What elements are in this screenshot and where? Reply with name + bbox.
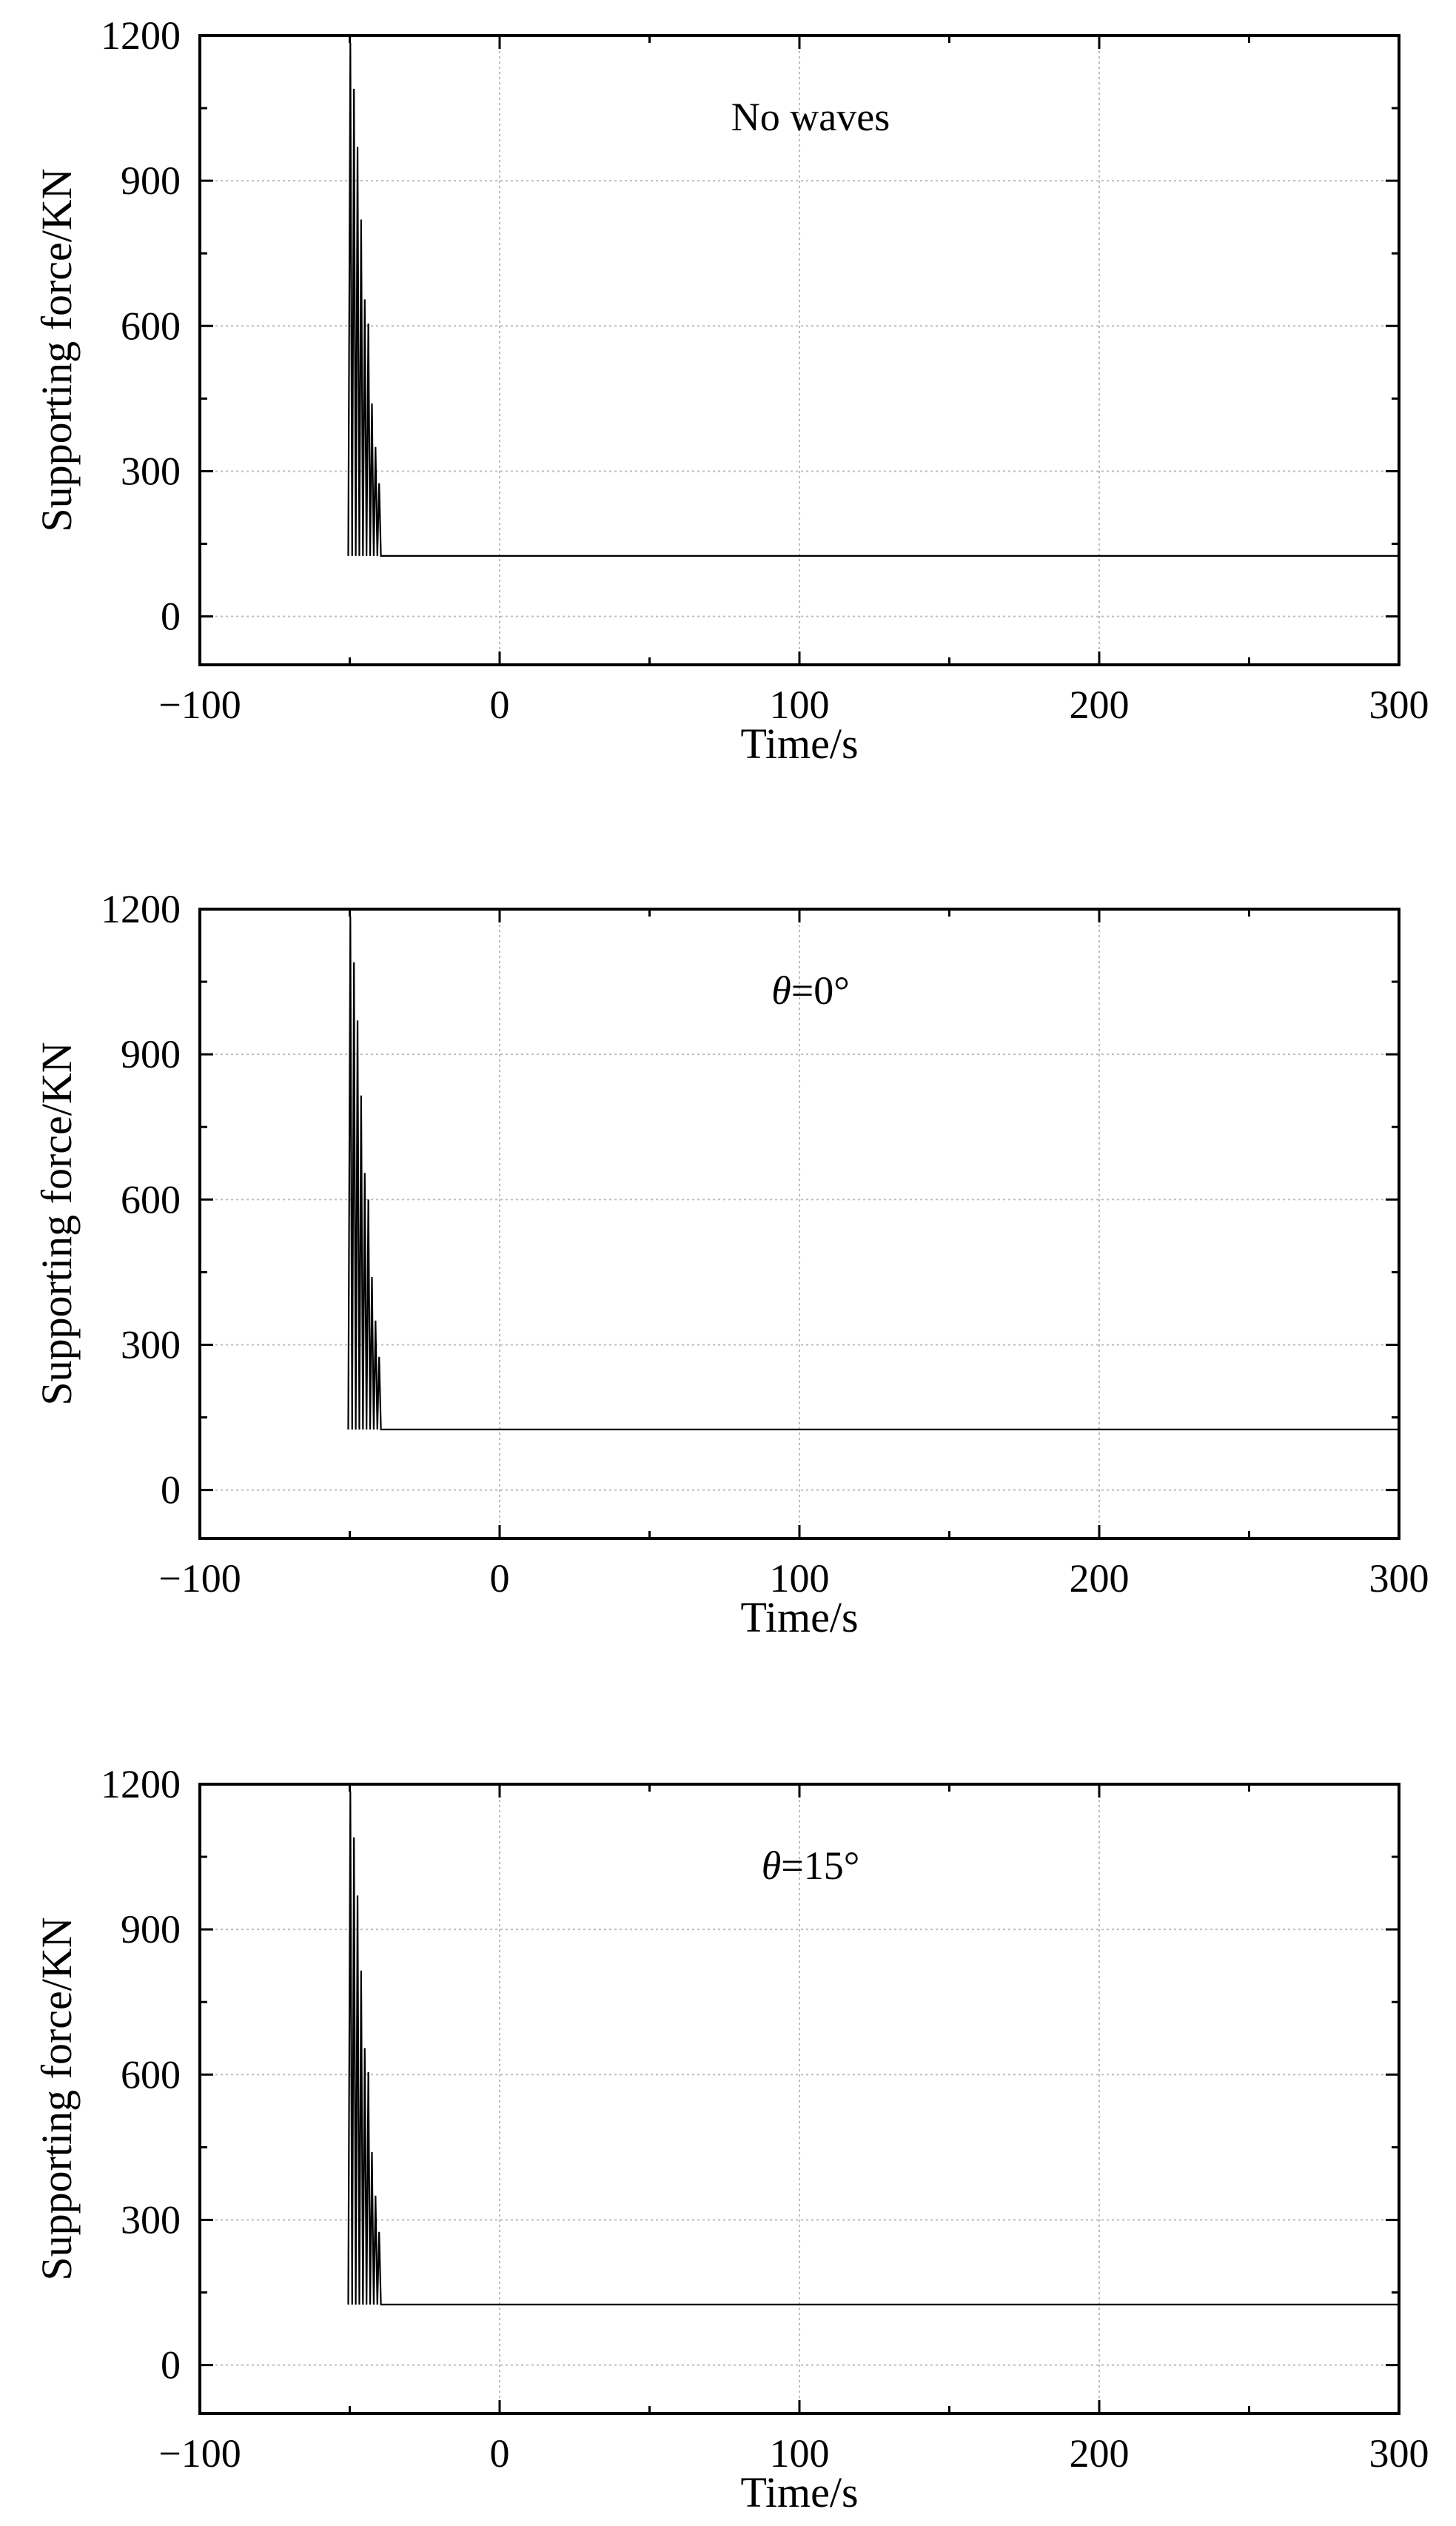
x-tick-labels: −100 0 100 200 300: [158, 2431, 1429, 2476]
y-tick-label: 1200: [101, 13, 181, 58]
x-tick-labels: −100 0 100 200 300: [158, 1556, 1429, 1601]
y-tick-label: 900: [121, 158, 181, 203]
ticks-layer: [198, 908, 1400, 1538]
y-tick-label: 900: [121, 1032, 181, 1076]
annotation-text: No waves: [731, 95, 890, 139]
force-trace: [347, 1791, 1399, 2305]
force-trace: [347, 916, 1399, 1430]
annotation-suffix: =0°: [791, 968, 850, 1013]
x-axis-title: Time/s: [740, 1593, 858, 1641]
y-tick-label: 300: [121, 1322, 181, 1367]
y-tick-label: 300: [121, 2197, 181, 2242]
x-axis-title: Time/s: [740, 2468, 858, 2516]
theta-symbol: θ: [762, 1843, 782, 1888]
x-tick-label: 100: [770, 1556, 830, 1601]
annotation-suffix: =15°: [781, 1843, 859, 1888]
x-tick-label: 300: [1369, 683, 1429, 727]
y-tick-label: 900: [121, 1907, 181, 1952]
panel-2: −100 0 100 200 300 0 300 600 900 1200 Time/s Sup…: [33, 887, 1429, 1641]
panel-annotation: θ=0°: [771, 968, 850, 1013]
y-tick-label: 1200: [101, 1762, 181, 1806]
y-axis-title: Supporting force/KN: [33, 1042, 81, 1405]
y-tick-label: 0: [161, 2343, 181, 2388]
y-tick-label: 1200: [101, 887, 181, 931]
panel-annotation: No waves: [731, 95, 890, 139]
y-tick-labels: 0 300 600 900 1200: [101, 1762, 181, 2388]
x-tick-label: 0: [490, 2431, 510, 2476]
y-tick-labels: 0 300 600 900 1200: [101, 887, 181, 1512]
x-tick-label: 200: [1070, 683, 1130, 727]
ticks-layer: [198, 1783, 1400, 2413]
x-tick-label: 300: [1369, 2431, 1429, 2476]
x-tick-label: 200: [1070, 1556, 1130, 1601]
y-axis-title: Supporting force/KN: [33, 168, 81, 532]
panel-3: −100 0 100 200 300 0 300 600 900 1200 Time/s Sup…: [33, 1762, 1429, 2516]
x-tick-label: −100: [158, 2431, 241, 2476]
y-tick-label: 300: [121, 449, 181, 493]
grid-layer: [200, 909, 1399, 1538]
panel-annotation: θ=15°: [762, 1843, 860, 1888]
x-tick-label: −100: [158, 683, 241, 727]
x-tick-label: 300: [1369, 1556, 1429, 1601]
y-tick-label: 0: [161, 594, 181, 639]
panel-1: −100 0 100 200 300 0 300 600 900 1200 Time/s Sup…: [33, 13, 1429, 768]
x-tick-label: 0: [490, 1556, 510, 1601]
x-tick-label: 200: [1070, 2431, 1130, 2476]
x-tick-label: −100: [158, 1556, 241, 1601]
y-tick-label: 600: [121, 1177, 181, 1222]
x-tick-label: 100: [770, 683, 830, 727]
grid-layer: [200, 36, 1399, 665]
x-tick-label: 100: [770, 2431, 830, 2476]
y-tick-label: 600: [121, 304, 181, 348]
x-tick-labels: −100 0 100 200 300: [158, 683, 1429, 727]
y-tick-label: 0: [161, 1468, 181, 1512]
force-trace: [347, 42, 1399, 557]
y-tick-labels: 0 300 600 900 1200: [101, 13, 181, 639]
x-tick-label: 0: [490, 683, 510, 727]
y-axis-title: Supporting force/KN: [33, 1917, 81, 2280]
grid-layer: [200, 1784, 1399, 2413]
y-tick-label: 600: [121, 2052, 181, 2097]
ticks-layer: [198, 34, 1400, 665]
x-axis-title: Time/s: [740, 720, 858, 768]
theta-symbol: θ: [771, 968, 791, 1013]
